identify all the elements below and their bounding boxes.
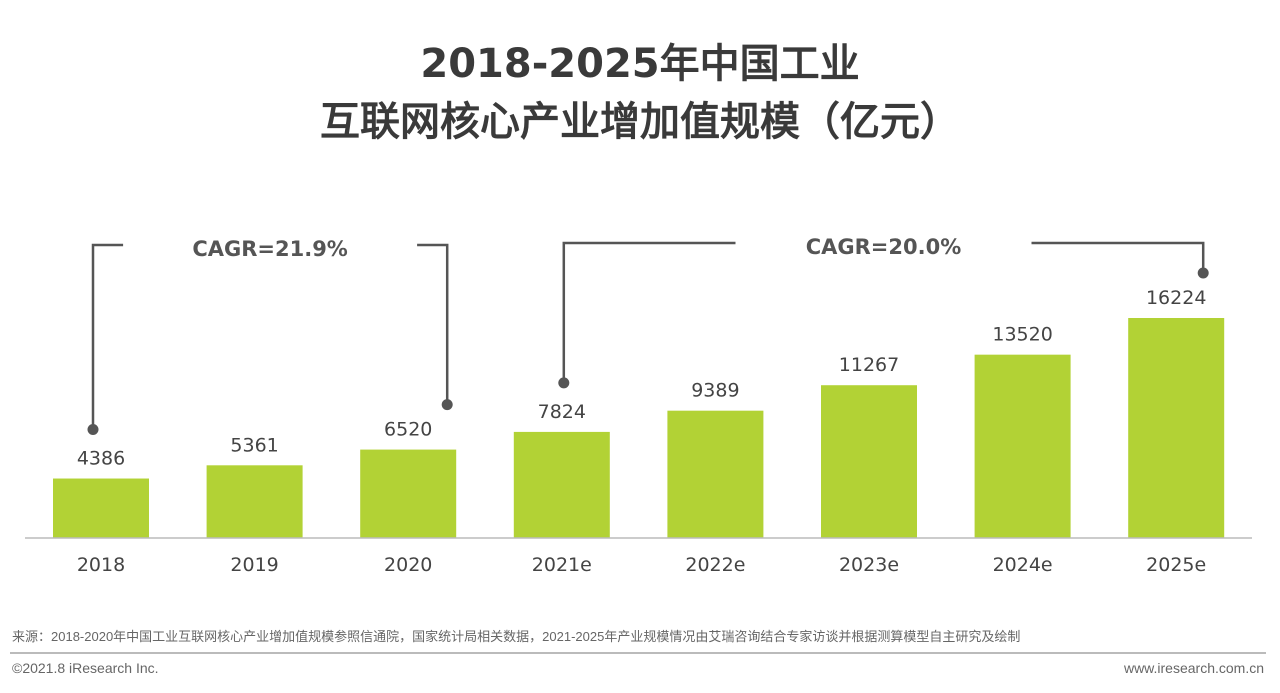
- data-label: 13520: [992, 324, 1052, 346]
- chart-title-line1: 2018-2025年中国工业: [420, 41, 860, 87]
- cagr-bracket-dot: [87, 424, 99, 436]
- bar: [821, 385, 917, 538]
- x-tick-label: 2019: [230, 554, 278, 576]
- bar: [206, 465, 303, 538]
- cagr-bracket-right: [1031, 241, 1205, 273]
- bar: [53, 478, 149, 538]
- cagr-bracket-left: [562, 241, 736, 383]
- cagr-bracket-dot: [558, 377, 570, 389]
- source-note: 来源：2018-2020年中国工业互联网核心产业增加值规模参照信通院，国家统计局…: [12, 629, 1021, 644]
- bar: [513, 431, 610, 538]
- cagr-bracket-dot: [441, 399, 453, 411]
- cagr-label: CAGR=21.9%: [192, 237, 348, 261]
- x-tick-label: 2025e: [1146, 554, 1206, 576]
- footer-divider: [10, 652, 1266, 654]
- bar: [667, 410, 764, 538]
- bar: [1128, 318, 1225, 538]
- copyright: ©2021.8 iResearch Inc.: [12, 660, 159, 676]
- x-tick-label: 2022e: [685, 554, 745, 576]
- data-label: 7824: [538, 401, 586, 423]
- data-label: 11267: [839, 354, 899, 376]
- x-tick-label: 2023e: [839, 554, 899, 576]
- chart-title-line2: 互联网核心产业增加值规模（亿元）: [320, 99, 960, 145]
- data-label: 16224: [1146, 287, 1206, 309]
- x-tick-label: 2021e: [532, 554, 592, 576]
- x-tick-label: 2024e: [993, 554, 1053, 576]
- bar: [974, 354, 1071, 538]
- x-tick-label: 2018: [77, 554, 125, 576]
- cagr-bracket-right: [417, 243, 449, 405]
- cagr-bracket-left: [91, 243, 124, 430]
- website-link[interactable]: www.iresearch.com.cn: [1123, 660, 1264, 676]
- bar-chart: 4386 2018 5361 2019 6520 2020 7824 2021e 9389 202…: [25, 235, 1252, 576]
- bar: [360, 449, 457, 538]
- cagr-bracket-dot: [1197, 267, 1209, 279]
- x-tick-label: 2020: [384, 554, 432, 576]
- data-label: 5361: [230, 434, 278, 456]
- cagr-label: CAGR=20.0%: [806, 235, 962, 259]
- data-label: 6520: [384, 419, 432, 441]
- data-label: 9389: [691, 380, 739, 402]
- data-label: 4386: [77, 448, 125, 470]
